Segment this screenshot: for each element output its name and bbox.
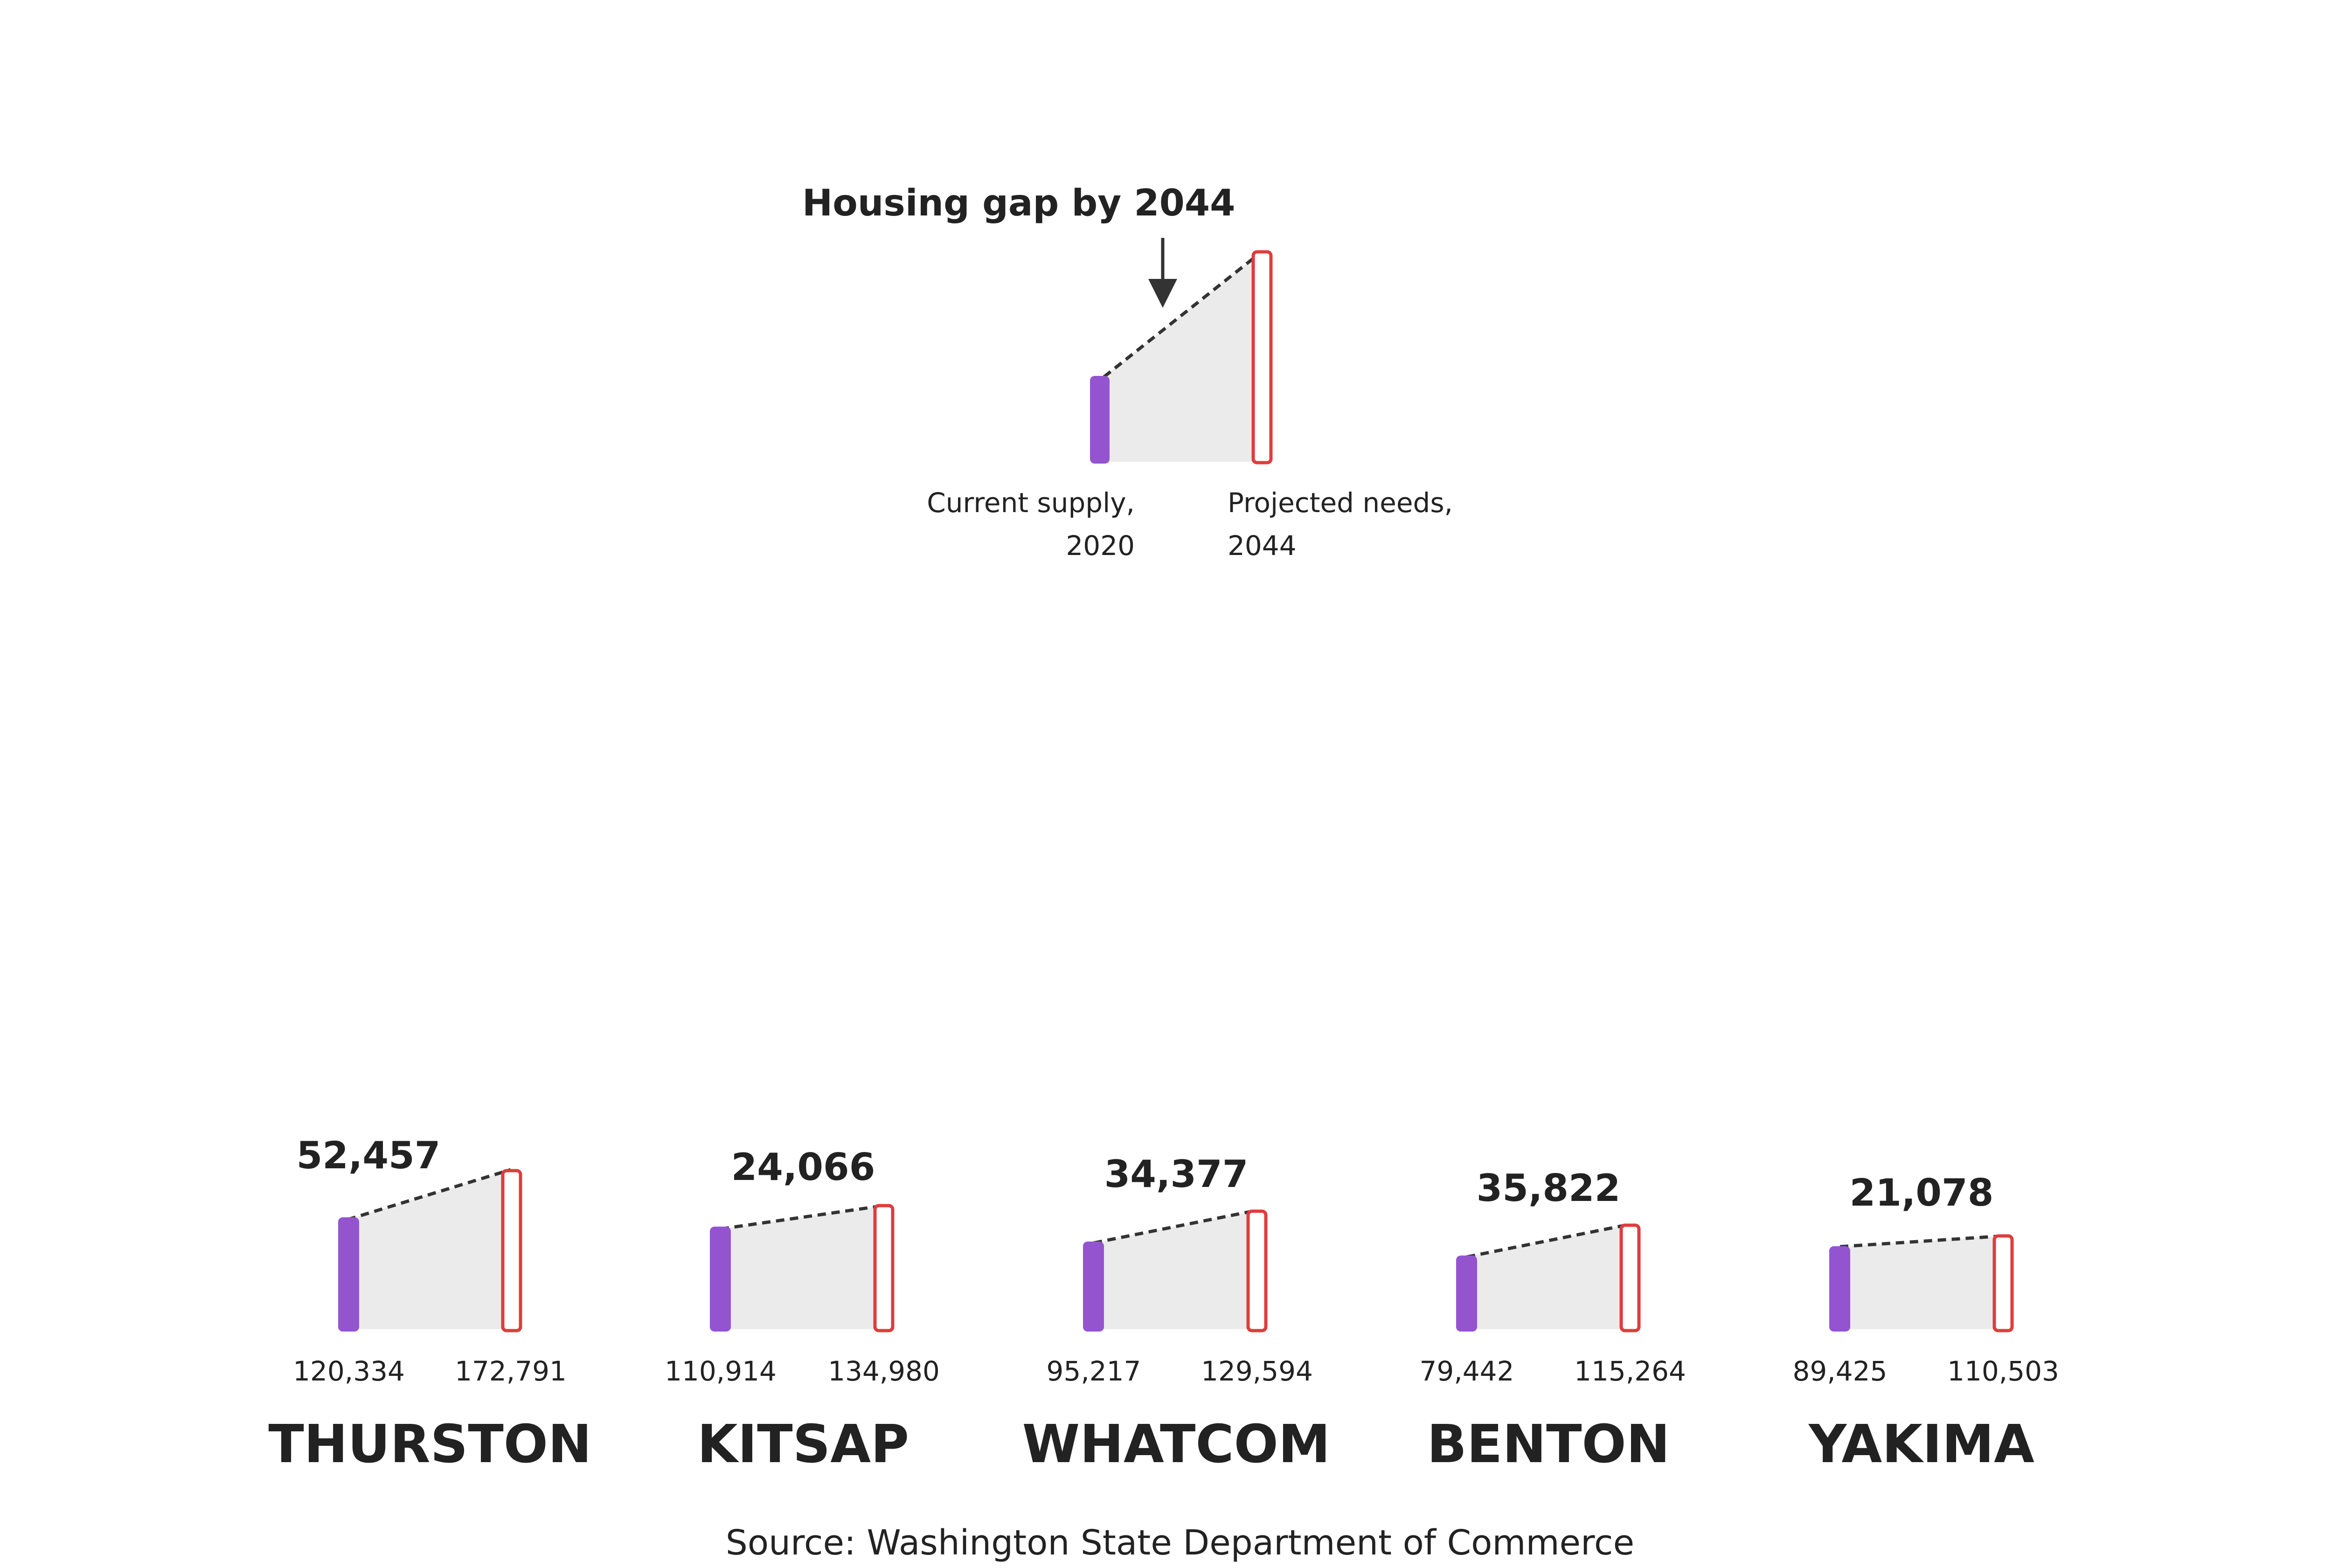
current-value: 120,334	[293, 1355, 405, 1387]
current-value: 110,914	[665, 1355, 777, 1387]
legend-gap-area	[1104, 252, 1262, 462]
county-name: YAKIMA	[1808, 1414, 2034, 1475]
county-name: KITSAP	[697, 1414, 909, 1475]
current-supply-bar	[1456, 1256, 1477, 1332]
projected-needs-bar	[1992, 1234, 2014, 1332]
current-value: 89,425	[1793, 1355, 1888, 1387]
projected-needs-bar	[1246, 1209, 1268, 1332]
current-value: 95,217	[1047, 1355, 1141, 1387]
projected-needs-bar	[501, 1169, 522, 1332]
projected-value: 134,980	[828, 1355, 940, 1387]
current-supply-bar	[710, 1227, 731, 1332]
legend-projected-bar	[1251, 250, 1273, 465]
legend-current-year: 2020	[1066, 530, 1135, 562]
legend-title: Housing gap by 2044	[802, 182, 1235, 224]
county-name: BENTON	[1427, 1414, 1670, 1475]
legend-projected-year: 2044	[1228, 530, 1297, 562]
current-supply-bar	[1083, 1242, 1104, 1332]
county-name: WHATCOM	[1022, 1414, 1331, 1475]
source-note: Source: Washington State Department of C…	[726, 1523, 1634, 1563]
arrow-down-icon	[1148, 238, 1177, 308]
county-group-benton: 35,822 79,442 115,264 BENTON	[1420, 1166, 1686, 1475]
gap-value: 21,078	[1850, 1171, 1994, 1214]
legend-current-bar	[1090, 376, 1110, 464]
projected-value: 129,594	[1201, 1355, 1313, 1387]
gap-value: 34,377	[1104, 1152, 1249, 1196]
county-group-whatcom: 34,377 95,217 129,594 WHATCOM	[1022, 1152, 1331, 1475]
legend: Housing gap by 2044 Current supply, 2020…	[802, 182, 1453, 562]
gap-value: 35,822	[1477, 1166, 1621, 1210]
county-name: THURSTON	[268, 1414, 591, 1475]
county-group-thurston: 52,457 120,334 172,791 THURSTON	[268, 1134, 591, 1475]
projected-value: 110,503	[1947, 1355, 2059, 1387]
projected-needs-bar	[1619, 1223, 1641, 1332]
current-supply-bar	[1829, 1246, 1850, 1332]
projected-value: 172,791	[455, 1355, 567, 1387]
gap-value: 24,066	[731, 1145, 875, 1189]
projected-needs-bar	[873, 1204, 895, 1332]
current-supply-bar	[338, 1217, 359, 1332]
projected-value: 115,264	[1574, 1355, 1686, 1387]
legend-projected-label: Projected needs,	[1228, 487, 1453, 519]
legend-current-label: Current supply,	[927, 487, 1135, 519]
gap-value: 52,457	[297, 1134, 441, 1177]
legend-dashed-line	[1103, 250, 1263, 378]
current-value: 79,442	[1420, 1355, 1514, 1387]
county-group-kitsap: 24,066 110,914 134,980 KITSAP	[665, 1145, 940, 1475]
county-group-yakima: 21,078 89,425 110,503 YAKIMA	[1793, 1171, 2059, 1475]
